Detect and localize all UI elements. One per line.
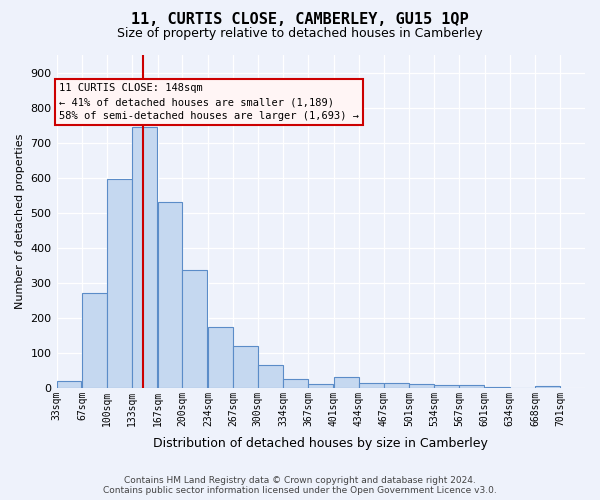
Bar bbox=[359, 382, 384, 388]
Text: 11, CURTIS CLOSE, CAMBERLEY, GU15 1QP: 11, CURTIS CLOSE, CAMBERLEY, GU15 1QP bbox=[131, 12, 469, 28]
Bar bbox=[535, 386, 560, 388]
Bar bbox=[82, 294, 107, 388]
Y-axis label: Number of detached properties: Number of detached properties bbox=[15, 134, 25, 309]
Text: Contains HM Land Registry data © Crown copyright and database right 2024.
Contai: Contains HM Land Registry data © Crown c… bbox=[103, 476, 497, 495]
Bar bbox=[434, 385, 459, 388]
Bar bbox=[208, 326, 233, 388]
Bar bbox=[283, 379, 308, 388]
Bar bbox=[409, 384, 434, 388]
Bar bbox=[107, 180, 132, 388]
Bar bbox=[384, 382, 409, 388]
Bar bbox=[132, 127, 157, 388]
Bar bbox=[485, 387, 509, 388]
Bar bbox=[258, 365, 283, 388]
X-axis label: Distribution of detached houses by size in Camberley: Distribution of detached houses by size … bbox=[154, 437, 488, 450]
Bar bbox=[158, 202, 182, 388]
Bar bbox=[459, 385, 484, 388]
Text: 11 CURTIS CLOSE: 148sqm
← 41% of detached houses are smaller (1,189)
58% of semi: 11 CURTIS CLOSE: 148sqm ← 41% of detache… bbox=[59, 83, 359, 121]
Bar bbox=[182, 270, 208, 388]
Text: Size of property relative to detached houses in Camberley: Size of property relative to detached ho… bbox=[117, 28, 483, 40]
Bar bbox=[308, 384, 333, 388]
Bar bbox=[334, 378, 359, 388]
Bar bbox=[56, 381, 82, 388]
Bar bbox=[233, 346, 258, 388]
